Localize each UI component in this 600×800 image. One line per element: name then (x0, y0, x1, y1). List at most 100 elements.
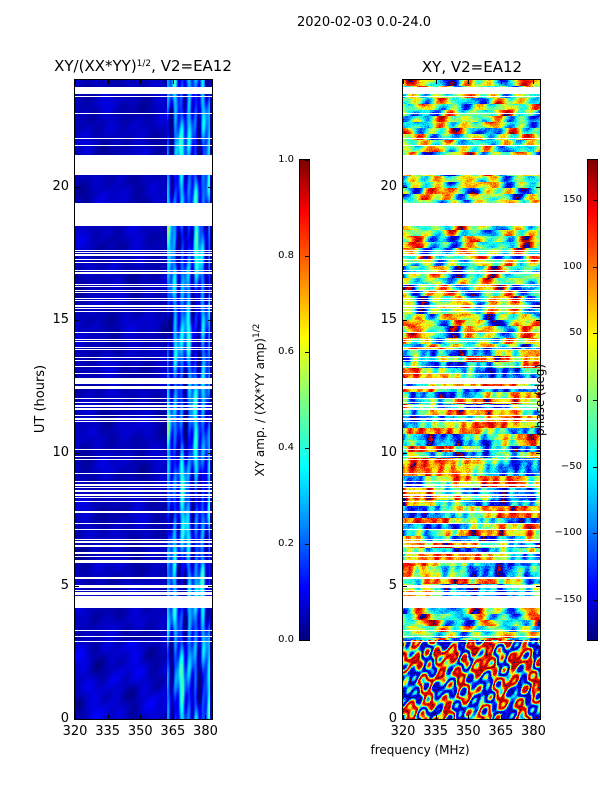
colorbar-tick-mark (593, 600, 598, 601)
x-tick-mark (468, 715, 470, 719)
x-tick-mark (500, 715, 502, 719)
x-tick-mark (107, 715, 109, 719)
x-tick-mark (75, 80, 76, 84)
y-tick-mark (208, 186, 212, 188)
y-tick-mark (403, 719, 407, 720)
right-panel-title: XY, V2=EA12 (421, 58, 523, 76)
x-tick-mark (107, 80, 109, 84)
x-tick-mark (403, 715, 404, 719)
y-tick-label: 20 (380, 178, 397, 194)
x-tick-mark (533, 80, 535, 84)
x-tick-mark (172, 715, 174, 719)
y-tick-mark (75, 186, 79, 188)
y-tick-label: 5 (388, 577, 397, 593)
y-tick-mark (536, 452, 540, 454)
x-tick-mark (403, 80, 404, 84)
x-tick-label: 380 (521, 724, 546, 739)
colorbar-tick-label: 0.0 (278, 634, 294, 645)
y-tick-mark (208, 319, 212, 321)
x-axis-label: frequency (MHz) (370, 743, 470, 757)
x-tick-label: 365 (488, 724, 514, 739)
phase-colorbar-label: phase (deg) (533, 363, 547, 437)
phase-heatmap (403, 80, 540, 719)
y-tick-label: 0 (60, 711, 69, 726)
y-tick-label: 20 (52, 178, 69, 194)
y-tick-mark (536, 719, 540, 720)
colorbar-tick-mark (593, 533, 598, 535)
x-tick-mark (205, 80, 207, 84)
x-tick-mark (533, 715, 535, 719)
x-tick-label: 320 (390, 724, 416, 739)
y-tick-label: 0 (388, 711, 397, 726)
x-tick-mark (205, 715, 207, 719)
y-tick-mark (403, 452, 407, 454)
x-tick-label: 335 (95, 724, 121, 739)
x-tick-mark (435, 80, 437, 84)
amplitude-colorbar-label: XY amp. / (XX*YY amp)1/2 (252, 323, 267, 477)
colorbar-tick-mark (305, 544, 310, 545)
y-tick-mark (536, 319, 540, 321)
colorbar-tick-mark (593, 466, 598, 468)
colorbar-tick-mark (305, 640, 310, 641)
title-text: XY/(XX*YY) (54, 57, 137, 75)
cbar-label-sup: 1/2 (252, 323, 262, 339)
x-tick-mark (140, 715, 142, 719)
colorbar-tick-mark (593, 266, 598, 268)
x-tick-label: 380 (193, 724, 218, 739)
x-tick-mark (75, 715, 76, 719)
colorbar-tick-mark (305, 160, 310, 161)
colorbar-tick-label: 100 (562, 260, 582, 272)
x-tick-mark (468, 80, 470, 84)
amplitude-colorbar (299, 159, 310, 641)
colorbar-tick-label: 0 (575, 394, 582, 405)
y-tick-mark (403, 319, 407, 321)
colorbar-tick-mark (305, 448, 310, 449)
y-tick-mark (403, 585, 407, 587)
x-tick-label: 350 (455, 724, 481, 739)
y-tick-mark (536, 186, 540, 188)
y-tick-mark (208, 452, 212, 454)
colorbar-tick-label: −100 (554, 527, 582, 539)
y-tick-mark (75, 319, 79, 321)
colorbar-tick-label: 1.0 (278, 154, 294, 165)
y-tick-mark (75, 585, 79, 587)
y-tick-mark (75, 719, 79, 720)
colorbar-tick-label: −50 (560, 460, 582, 472)
y-tick-mark (208, 585, 212, 587)
y-tick-mark (536, 585, 540, 587)
colorbar-tick-label: 50 (569, 327, 582, 339)
colorbar-tick-label: 0.8 (278, 250, 294, 261)
y-tick-mark (403, 186, 407, 188)
y-tick-label: 10 (380, 444, 397, 460)
left-panel-title: XY/(XX*YY)1/2, V2=EA12 (54, 58, 232, 74)
x-tick-mark (500, 80, 502, 84)
x-tick-label: 350 (127, 724, 153, 739)
x-tick-mark (172, 80, 174, 84)
x-tick-label: 320 (62, 724, 88, 739)
y-axis-label: UT (hours) (33, 364, 48, 434)
x-tick-label: 335 (423, 724, 449, 739)
x-tick-mark (435, 715, 437, 719)
y-tick-mark (75, 452, 79, 454)
colorbar-tick-mark (593, 200, 598, 201)
colorbar-tick-mark (593, 400, 598, 401)
cbar-label-text: XY amp. / (XX*YY amp) (253, 338, 267, 477)
colorbar-tick-mark (305, 256, 310, 257)
colorbar-tick-mark (305, 352, 310, 353)
x-tick-mark (140, 80, 142, 84)
y-tick-label: 15 (380, 311, 397, 327)
colorbar-tick-mark (593, 333, 598, 335)
y-tick-label: 5 (60, 577, 69, 593)
colorbar-tick-label: 150 (562, 194, 582, 205)
figure-suptitle: 2020-02-03 0.0-24.0 (297, 15, 431, 30)
y-tick-label: 10 (52, 444, 69, 460)
y-tick-mark (208, 719, 212, 720)
colorbar-tick-label: 0.4 (278, 442, 294, 453)
amplitude-heatmap (75, 80, 212, 719)
x-tick-label: 365 (160, 724, 186, 739)
colorbar-tick-label: 0.2 (278, 538, 294, 549)
title-text-rest: , V2=EA12 (151, 57, 232, 75)
colorbar-tick-label: −150 (554, 594, 582, 605)
title-superscript: 1/2 (136, 59, 152, 69)
colorbar-tick-label: 0.6 (278, 346, 294, 357)
